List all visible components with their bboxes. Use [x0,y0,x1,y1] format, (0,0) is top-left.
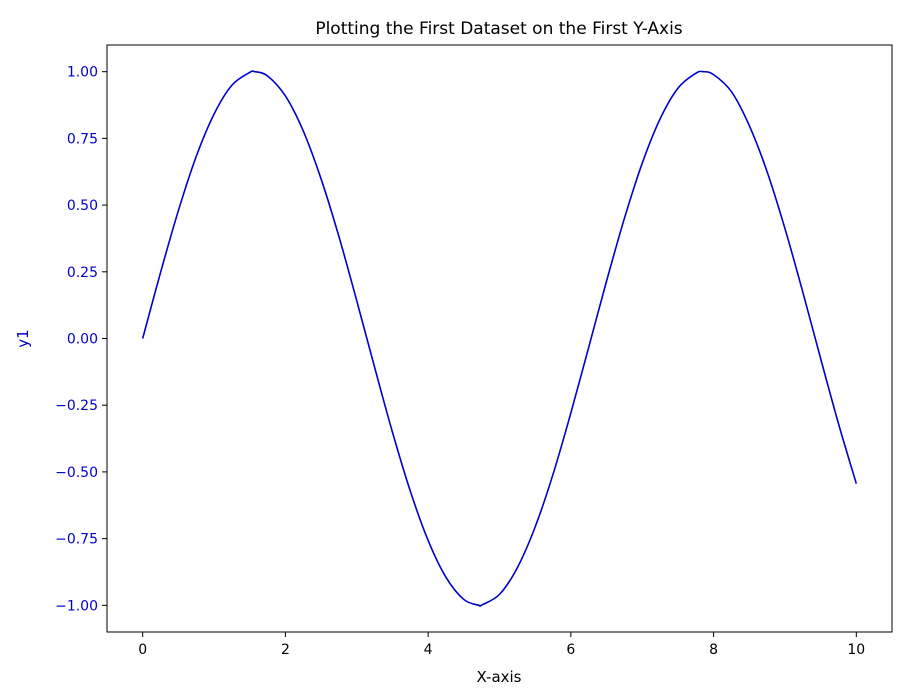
y-axis-label: y1 [14,329,32,347]
chart-title: Plotting the First Dataset on the First … [315,19,682,39]
y-tick-label: 0.75 [67,131,98,147]
series-layer [141,70,858,608]
x-tick-label: 10 [847,642,865,658]
x-tick-label: 6 [566,642,575,658]
x-axis-ticks: 0 2 4 6 8 10 [138,632,865,658]
y-tick-label: 0.25 [67,265,98,281]
y-tick-label: 0.00 [67,332,98,348]
y-tick-label: −0.25 [55,398,98,414]
x-axis-label: X-axis [477,668,522,686]
y-tick-label: −0.75 [55,532,98,548]
y-tick-label: 1.00 [67,65,98,81]
y-tick-label: −1.00 [55,598,98,614]
x-tick-label: 4 [424,642,433,658]
y-tick-label: −0.50 [55,465,98,481]
x-tick-label: 2 [281,642,290,658]
plot-area [106,44,893,633]
x-tick-label: 0 [138,642,147,658]
series-line-0 [141,70,858,608]
y-tick-label: 0.50 [67,198,98,214]
x-tick-label: 8 [709,642,718,658]
y-axis-ticks: 1.00 0.75 0.50 0.25 0.00 −0.25 −0.50 −0.75 −1.00 [55,65,107,614]
